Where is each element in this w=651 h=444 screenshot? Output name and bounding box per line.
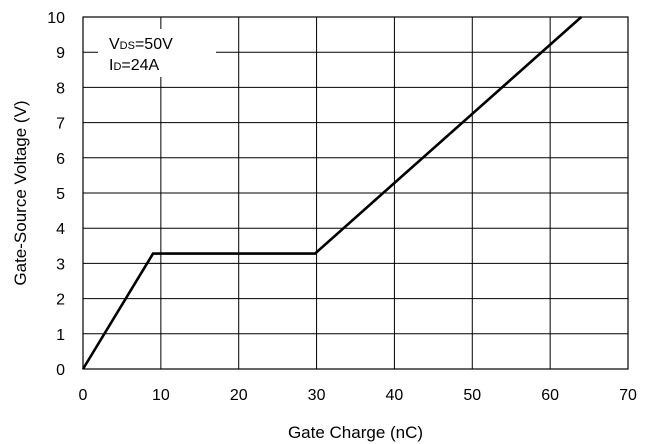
x-tick-label: 30 (308, 387, 326, 404)
y-tick-label: 9 (56, 45, 65, 62)
grid (82, 16, 629, 370)
annotation-id-sub: D (113, 61, 121, 73)
series-layer (81, 16, 583, 370)
annotation-id-main: I (109, 57, 113, 74)
series-line-0 (81, 16, 583, 370)
y-tick-label: 4 (56, 221, 65, 238)
annotation-box: VDS=50V ID=24A (98, 29, 216, 77)
y-tick-label: 7 (56, 116, 65, 133)
y-tick-label: 1 (56, 327, 65, 344)
annotation-vds-main: V (109, 36, 120, 53)
x-tick-labels: 0 10 20 30 40 50 60 70 (79, 387, 637, 404)
x-tick-label: 70 (619, 387, 637, 404)
x-tick-label: 10 (152, 387, 170, 404)
annotation-background (98, 29, 216, 77)
y-tick-label: 10 (47, 10, 65, 27)
y-tick-label: 0 (56, 362, 65, 379)
x-tick-label: 40 (386, 387, 404, 404)
annotation-vds-value: =50V (135, 36, 173, 53)
annotation-vds: VDS=50V (109, 36, 173, 53)
y-tick-label: 8 (56, 80, 65, 97)
y-tick-label: 2 (56, 292, 65, 309)
y-axis-title: Gate-Source Voltage (V) (11, 100, 30, 285)
annotation-id-value: =24A (121, 57, 159, 74)
y-tick-label: 6 (56, 151, 65, 168)
x-tick-label: 60 (541, 387, 559, 404)
annotation-vds-sub: DS (120, 40, 135, 52)
x-tick-label: 0 (79, 387, 88, 404)
y-tick-label: 3 (56, 256, 65, 273)
x-axis-title: Gate Charge (nC) (288, 423, 423, 442)
y-tick-label: 5 (56, 186, 65, 203)
annotation-id: ID=24A (109, 57, 160, 74)
y-tick-labels: 0 1 2 3 4 5 6 7 8 9 10 (47, 10, 65, 379)
x-tick-label: 50 (463, 387, 481, 404)
plot-frame (82, 16, 629, 370)
x-tick-label: 20 (230, 387, 248, 404)
